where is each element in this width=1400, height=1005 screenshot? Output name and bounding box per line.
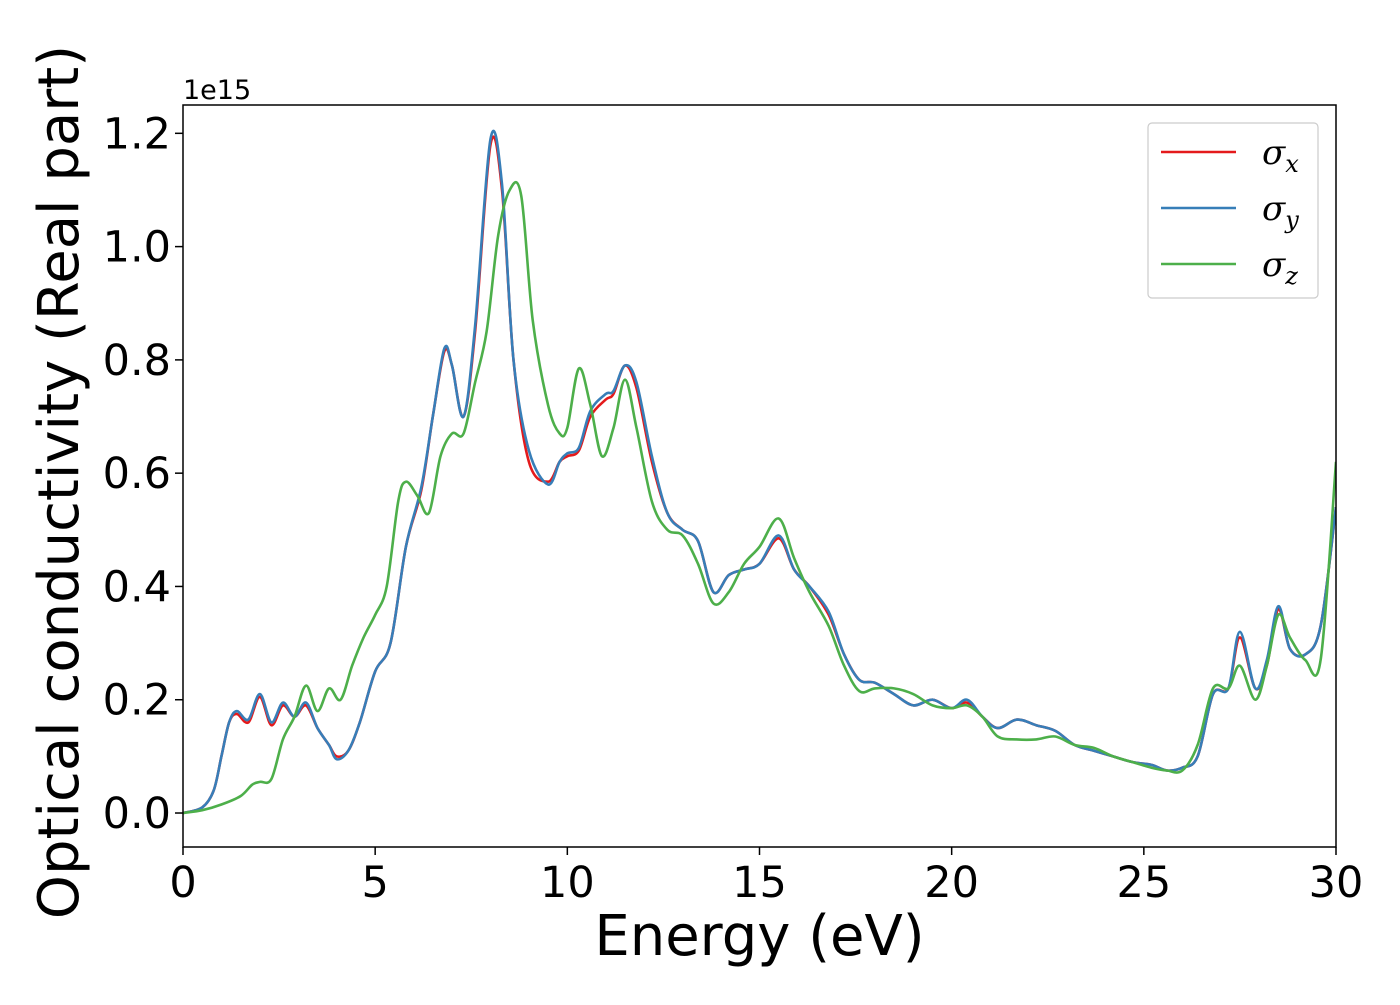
y-tick-label: 0.0 [103, 789, 171, 839]
series-layer [183, 129, 1336, 815]
y-tick-label: 0.8 [103, 336, 171, 386]
y-axis-title: Optical conductivity (Real part) [27, 45, 92, 919]
y-offset-text: 1e15 [183, 75, 251, 106]
y-tick-label: 1.2 [103, 109, 171, 159]
x-tick-label: 5 [361, 858, 388, 908]
series-line-z [183, 180, 1336, 815]
x-tick-label: 0 [169, 858, 196, 908]
y-axis-ticks: 0.0 0.2 0.4 0.6 0.8 1.0 1.2 [103, 109, 183, 839]
plot-frame [182, 104, 1337, 848]
y-tick-label: 0.6 [103, 449, 171, 499]
x-tick-label: 25 [1116, 858, 1171, 908]
x-axis-title: Energy (eV) [594, 904, 924, 969]
x-tick-label: 15 [732, 858, 787, 908]
x-tick-label: 20 [924, 858, 979, 908]
x-axis-ticks: 0 5 10 15 20 25 30 [169, 847, 1363, 908]
legend-box [1147, 122, 1319, 299]
x-tick-label: 30 [1309, 858, 1364, 908]
y-tick-label: 0.4 [103, 562, 171, 612]
legend: σx σy σz [1147, 122, 1319, 299]
legend-label-y: σy [1262, 189, 1299, 234]
y-tick-label: 0.2 [103, 676, 171, 726]
legend-label-z: σz [1262, 245, 1298, 290]
y-tick-label: 1.0 [103, 223, 171, 273]
x-tick-label: 10 [540, 858, 595, 908]
legend-label-x: σx [1262, 133, 1299, 178]
